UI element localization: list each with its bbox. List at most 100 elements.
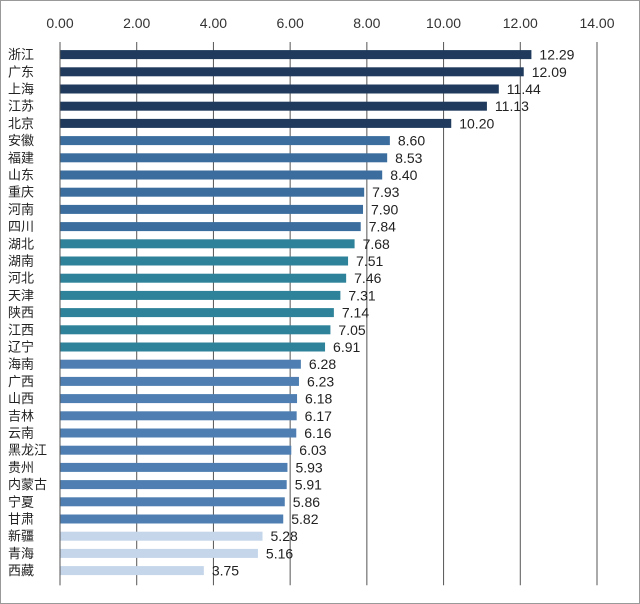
bar (60, 497, 285, 507)
value-label: 8.53 (395, 150, 422, 166)
category-label: 内蒙古 (8, 477, 47, 492)
value-label: 5.82 (291, 511, 318, 527)
value-label: 6.23 (307, 373, 334, 389)
value-labels: 12.2912.0911.4411.1310.208.608.538.407.9… (212, 47, 575, 579)
category-label: 山东 (8, 168, 34, 183)
category-label: 广西 (8, 374, 34, 389)
bar (60, 273, 347, 283)
bar (60, 480, 287, 490)
bar (60, 376, 299, 386)
x-tick-label: 10.00 (426, 15, 461, 31)
category-label: 山西 (8, 391, 34, 406)
x-axis-ticks: 0.00 2.00 4.00 6.00 8.00 10.00 12.00 14.00 (46, 15, 614, 31)
category-label: 陕西 (8, 305, 34, 320)
bar (60, 428, 297, 438)
value-label: 8.40 (390, 167, 417, 183)
value-label: 8.60 (398, 133, 425, 149)
value-label: 7.93 (372, 184, 399, 200)
category-label: 天津 (8, 288, 34, 303)
category-label: 吉林 (8, 408, 34, 423)
bar (60, 548, 258, 558)
category-label: 贵州 (8, 460, 34, 475)
bar (60, 394, 298, 404)
value-label: 7.84 (369, 219, 396, 235)
category-label: 上海 (8, 82, 34, 97)
bar (60, 222, 361, 232)
x-tick-label: 0.00 (46, 15, 73, 31)
category-label: 辽宁 (8, 340, 34, 355)
bar (60, 359, 301, 369)
x-tick-label: 14.00 (579, 15, 614, 31)
category-label: 重庆 (8, 185, 34, 200)
category-label: 江西 (8, 322, 34, 337)
x-tick-label: 6.00 (277, 15, 304, 31)
value-label: 7.51 (356, 253, 383, 269)
bar (60, 342, 326, 352)
value-label: 6.16 (304, 425, 331, 441)
value-label: 7.31 (348, 287, 375, 303)
value-label: 12.29 (539, 47, 574, 63)
bars (60, 50, 532, 576)
value-label: 5.16 (266, 545, 293, 561)
category-label: 河南 (8, 202, 34, 217)
bar (60, 118, 452, 128)
category-label: 四川 (8, 219, 34, 234)
bar (60, 325, 331, 335)
value-label: 5.28 (271, 528, 298, 544)
category-label: 福建 (8, 150, 34, 165)
x-tick-label: 2.00 (123, 15, 150, 31)
category-label: 新疆 (8, 529, 34, 544)
x-tick-label: 8.00 (353, 15, 380, 31)
category-label: 黑龙江 (8, 443, 47, 458)
value-label: 6.28 (309, 356, 336, 372)
bar (60, 411, 297, 421)
category-label: 湖北 (8, 236, 34, 251)
value-label: 11.44 (507, 81, 541, 97)
category-label: 海南 (8, 357, 34, 372)
value-label: 5.91 (295, 477, 322, 493)
value-label: 6.03 (299, 442, 326, 458)
value-label: 7.46 (354, 270, 381, 286)
bar (60, 101, 487, 111)
value-label: 5.86 (293, 494, 320, 510)
bar (60, 136, 390, 146)
category-labels: 浙江广东上海江苏北京安徽福建山东重庆河南四川湖北湖南河北天津陕西江西辽宁海南广西… (8, 47, 47, 578)
value-label: 6.17 (305, 408, 332, 424)
bar (60, 187, 365, 197)
value-label: 6.18 (305, 391, 332, 407)
category-label: 广东 (8, 64, 34, 79)
category-label: 西藏 (8, 563, 34, 578)
value-label: 7.68 (363, 236, 390, 252)
bar (60, 170, 383, 180)
bar (60, 67, 524, 77)
category-label: 浙江 (8, 47, 34, 62)
value-label: 12.09 (532, 64, 567, 80)
category-label: 青海 (8, 546, 34, 561)
value-label: 7.90 (371, 201, 398, 217)
x-tick-label: 4.00 (200, 15, 227, 31)
bar (60, 290, 341, 300)
value-label: 11.13 (495, 98, 529, 114)
bar (60, 256, 349, 266)
bar (60, 514, 284, 524)
value-label: 7.14 (342, 305, 369, 321)
bar (60, 84, 499, 94)
value-label: 6.91 (333, 339, 360, 355)
category-label: 宁夏 (8, 494, 34, 509)
value-label: 3.75 (212, 563, 239, 579)
bar (60, 566, 204, 576)
value-label: 10.20 (459, 115, 494, 131)
category-label: 湖南 (8, 254, 34, 269)
bar (60, 50, 532, 60)
bar (60, 531, 263, 541)
value-label: 5.93 (295, 459, 322, 475)
category-label: 北京 (8, 116, 34, 131)
category-label: 河北 (8, 271, 34, 286)
bar (60, 153, 388, 163)
category-label: 甘肃 (8, 512, 34, 527)
bar (60, 239, 355, 249)
bar (60, 308, 334, 318)
bar (60, 204, 364, 214)
